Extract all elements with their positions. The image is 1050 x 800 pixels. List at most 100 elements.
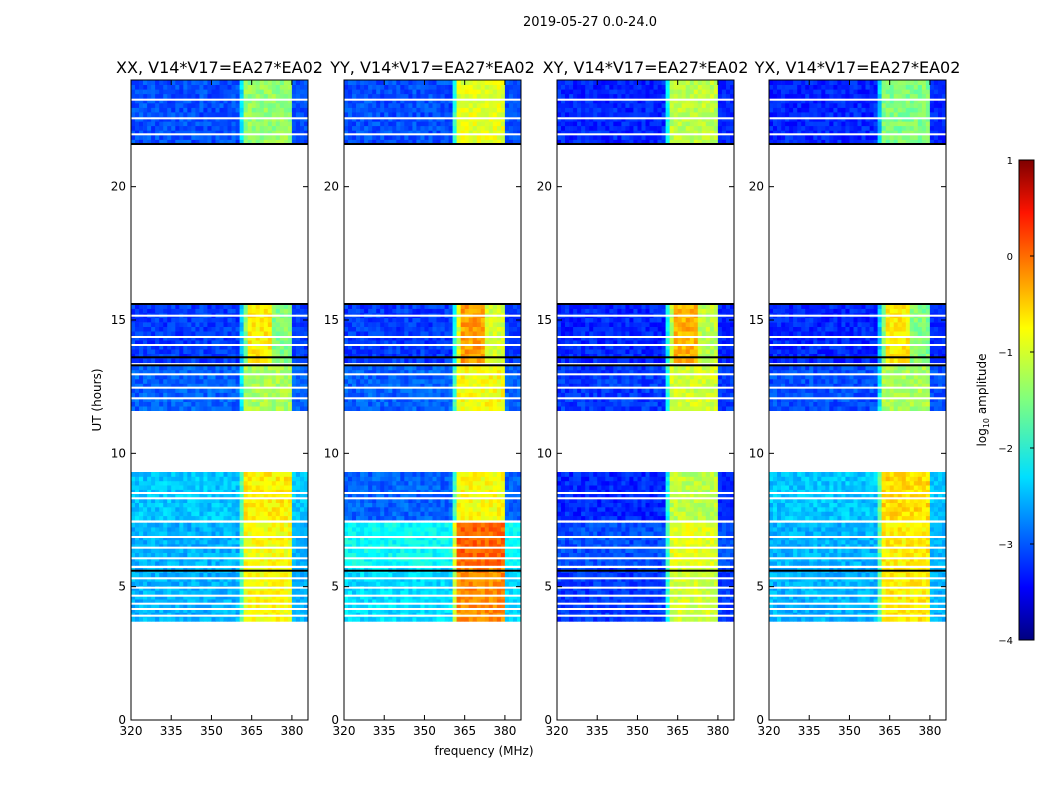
spectrogram-cell	[416, 603, 421, 609]
spectrogram-cell	[211, 561, 216, 566]
spectrogram-cell	[199, 401, 204, 407]
spectrogram-cell	[155, 544, 160, 549]
spectrogram-cell	[267, 365, 273, 371]
spectrogram-cell	[135, 599, 140, 604]
spectrogram-cell	[159, 358, 164, 364]
spectrogram-cell	[388, 480, 393, 486]
spectrogram-cell	[231, 130, 236, 136]
spectrogram-cell	[300, 603, 305, 609]
spectrogram-cell	[239, 322, 244, 327]
spectrogram-cell	[513, 498, 518, 503]
spectrogram-cell	[508, 472, 514, 477]
spectrogram-cell	[259, 98, 265, 104]
spectrogram-cell	[432, 489, 437, 495]
spectrogram-cell	[283, 340, 289, 345]
spectrogram-cell	[344, 544, 349, 549]
spectrogram-cell	[283, 388, 289, 393]
spectrogram-cell	[372, 522, 377, 528]
spectrogram-cell	[279, 84, 285, 90]
spectrogram-cell	[287, 561, 293, 566]
spectrogram-cell	[444, 515, 449, 521]
spectrogram-cell	[219, 572, 224, 578]
spectrogram-cell	[255, 489, 261, 495]
spectrogram-cell	[131, 608, 136, 613]
spectrogram-cell	[167, 335, 172, 341]
spectrogram-cell	[287, 388, 293, 393]
spectrogram-cell	[203, 590, 208, 595]
spectrogram-cell	[199, 493, 204, 499]
spectrogram-cell	[448, 511, 453, 517]
spectrogram-cell	[203, 608, 208, 613]
spectrogram-cell	[384, 498, 389, 503]
spectrogram-cell	[271, 572, 277, 578]
spectrogram-cell	[259, 539, 265, 545]
spectrogram-cell	[287, 134, 293, 140]
spectrogram-cell	[259, 304, 265, 309]
spectrogram-cell	[239, 335, 244, 341]
spectrogram-cell	[279, 378, 285, 384]
spectrogram-cell	[492, 594, 498, 600]
spectrogram-cell	[364, 369, 369, 375]
spectrogram-cell	[159, 515, 164, 521]
spectrogram-cell	[364, 406, 369, 411]
spectrogram-cell	[267, 317, 273, 323]
spectrogram-cell	[211, 112, 216, 117]
spectrogram-cell	[139, 378, 144, 384]
spectrogram-cell	[267, 139, 273, 145]
spectrogram-cell	[500, 576, 506, 582]
spectrogram-cell	[291, 378, 297, 384]
spectrogram-cell	[179, 515, 184, 521]
spectrogram-cell	[223, 603, 228, 609]
spectrogram-cell	[131, 401, 136, 407]
spectrogram-cell	[444, 401, 449, 407]
spectrogram-cell	[517, 406, 521, 411]
spectrogram-cell	[167, 539, 172, 545]
spectrogram-cell	[448, 406, 453, 411]
spectrogram-cell	[243, 522, 248, 528]
spectrogram-cell	[183, 134, 188, 140]
spectrogram-cell	[239, 374, 244, 380]
spectrogram-cell	[151, 608, 156, 613]
spectrogram-cell	[207, 581, 212, 587]
x-tick-label: 365	[240, 724, 263, 738]
spectrogram-cell	[259, 340, 265, 345]
spectrogram-cell	[183, 392, 188, 398]
spectrogram-cell	[279, 502, 285, 508]
spectrogram-cell	[279, 599, 285, 604]
spectrogram-cell	[187, 308, 192, 314]
spectrogram-cell	[255, 331, 261, 336]
spectrogram-cell	[300, 112, 305, 117]
spectrogram-cell	[472, 522, 478, 528]
spectrogram-cell	[267, 130, 273, 136]
spectrogram-cell	[384, 388, 389, 393]
spectrogram-cell	[352, 374, 357, 380]
spectrogram-cell	[139, 548, 144, 553]
spectrogram-cell	[211, 590, 216, 595]
spectrogram-cell	[392, 544, 397, 549]
spectrogram-cell	[167, 89, 172, 95]
spectrogram-cell	[187, 331, 192, 336]
spectrogram-cell	[472, 383, 478, 389]
spectrogram-cell	[517, 576, 521, 582]
spectrogram-cell	[203, 102, 208, 108]
spectrogram-cell	[235, 322, 240, 327]
spectrogram-cell	[159, 552, 164, 558]
spectrogram-cell	[239, 594, 244, 600]
spectrogram-cell	[408, 502, 413, 508]
spectrogram-cell	[408, 548, 413, 553]
spectrogram-cell	[155, 89, 160, 95]
spectrogram-cell	[271, 304, 277, 309]
spectrogram-cell	[199, 317, 204, 323]
spectrogram-cell	[275, 107, 281, 113]
spectrogram-cell	[267, 349, 273, 354]
spectrogram-cell	[223, 358, 228, 364]
spectrogram-cell	[195, 365, 200, 371]
spectrogram-cell	[167, 480, 172, 486]
spectrogram-cell	[143, 397, 148, 402]
spectrogram-cell	[255, 84, 261, 90]
spectrogram-cell	[420, 401, 425, 407]
segment-edge-line	[131, 143, 308, 145]
spectrogram-cell	[183, 374, 188, 380]
spectrogram-cell	[424, 590, 429, 595]
spectrogram-cell	[243, 317, 248, 323]
